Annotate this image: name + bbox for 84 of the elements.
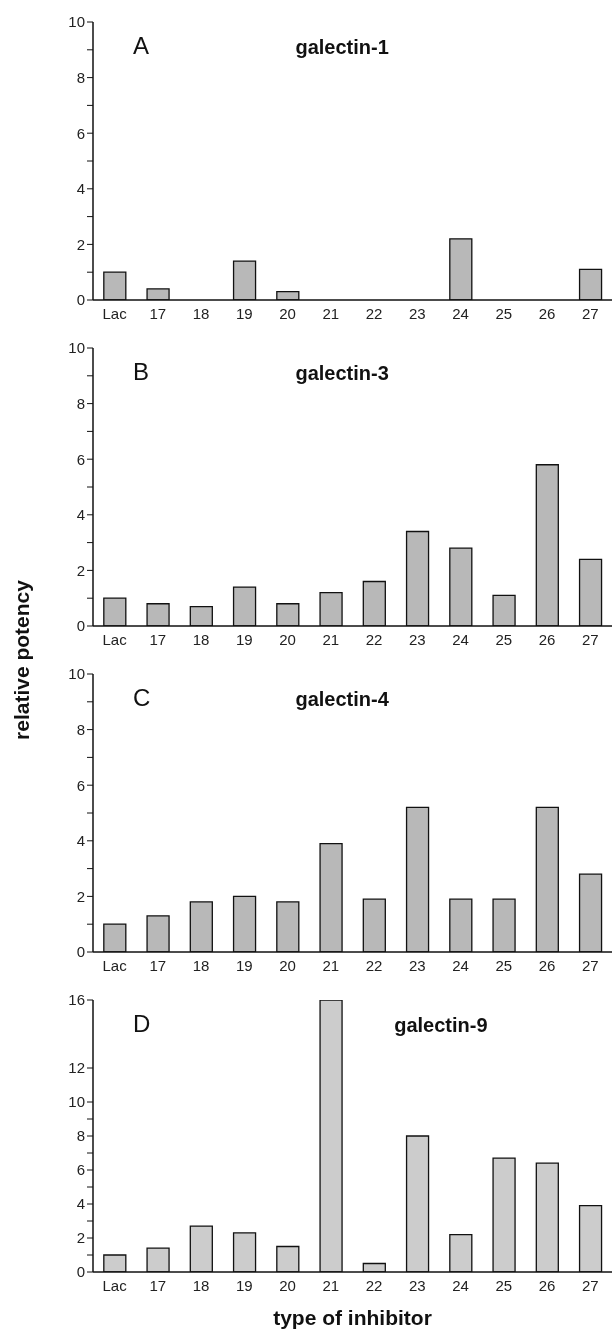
y-tick-label: 12: [68, 1059, 85, 1077]
y-tick-label: 16: [68, 991, 85, 1009]
x-tick-label: 26: [538, 304, 556, 322]
x-tick-label: 22: [365, 1276, 383, 1294]
x-tick-label: 25: [495, 304, 513, 322]
y-tick-label: 8: [76, 394, 85, 412]
y-tick-label: 0: [76, 617, 85, 635]
y-tick-label: 4: [76, 506, 85, 524]
x-tick-label: 20: [279, 1276, 296, 1294]
x-tick-label: 17: [149, 304, 167, 322]
text: galectin-9: [393, 1014, 489, 1037]
x-tick-label: 25: [495, 956, 513, 974]
x-tick-label: 27: [582, 956, 599, 974]
x-tick-label: 17: [149, 956, 167, 974]
x-tick-label: 25: [495, 630, 513, 648]
x-tick-label: 18: [192, 630, 210, 648]
x-tick-label: 19: [236, 956, 253, 974]
x-tick-label: 20: [279, 956, 296, 974]
y-tick-label: 4: [76, 832, 85, 850]
y-tick-label: 10: [68, 665, 85, 683]
x-tick-label: 22: [365, 630, 383, 648]
y-tick-label: 4: [76, 1195, 85, 1213]
x-tick-label: 21: [322, 630, 340, 648]
x-tick-label: 20: [279, 304, 296, 322]
y-tick-label: 8: [76, 68, 85, 86]
x-tick-label: 22: [365, 304, 383, 322]
x-tick-label: 18: [192, 304, 210, 322]
x-tick-label: 21: [322, 1276, 340, 1294]
y-tick-label: 6: [76, 124, 85, 142]
y-axis-title: relative potency: [10, 580, 34, 740]
x-tick-label: 23: [409, 1276, 426, 1294]
y-tick-label: 0: [76, 1263, 85, 1281]
text: galectin-4: [294, 688, 390, 711]
y-tick-label: 8: [76, 720, 85, 738]
x-tick-label: 24: [452, 630, 469, 648]
y-tick-label: 0: [76, 291, 85, 309]
annotation: C: [133, 684, 151, 712]
annotation: A: [133, 32, 150, 60]
x-tick-label: 20: [279, 630, 296, 648]
x-tick-label: 26: [538, 956, 556, 974]
x-tick-label: 23: [409, 630, 426, 648]
x-tick-label: 25: [495, 1276, 513, 1294]
y-tick-label: 10: [68, 13, 85, 31]
x-tick-label: 19: [236, 304, 253, 322]
x-tick-label: 19: [236, 1276, 253, 1294]
x-tick-label: 23: [409, 956, 426, 974]
x-tick-label: 18: [192, 956, 210, 974]
y-tick-label: 8: [76, 1127, 85, 1145]
x-tick-label: 27: [582, 1276, 599, 1294]
y-tick-label: 6: [76, 776, 85, 794]
x-tick-label: 17: [149, 1276, 167, 1294]
annotation: D: [133, 1010, 151, 1038]
y-tick-label: 0: [76, 943, 85, 961]
x-tick-label: 23: [409, 304, 426, 322]
x-tick-label: 19: [236, 630, 253, 648]
x-tick-label: 18: [192, 1276, 210, 1294]
y-tick-label: 2: [76, 561, 85, 579]
x-tick-label: 21: [322, 956, 340, 974]
y-tick-label: 6: [76, 450, 85, 468]
y-tick-label: 2: [76, 1229, 85, 1247]
y-tick-label: 10: [68, 1093, 85, 1111]
y-tick-label: 4: [76, 180, 85, 198]
x-tick-label: 27: [582, 304, 599, 322]
x-tick-label: 26: [538, 630, 556, 648]
x-tick-label: 21: [322, 304, 340, 322]
x-tick-label: 17: [149, 630, 167, 648]
y-tick-label: 10: [68, 339, 85, 357]
x-tick-label: 24: [452, 956, 469, 974]
text: galectin-1: [294, 36, 390, 59]
x-tick-label: 27: [582, 630, 599, 648]
x-tick-label: Lac: [102, 630, 128, 648]
y-tick-label: 2: [76, 235, 85, 253]
x-tick-label: Lac: [102, 956, 128, 974]
x-tick-label: 22: [365, 956, 383, 974]
y-tick-label: 2: [76, 887, 85, 905]
x-axis-title: type of inhibitor: [272, 1306, 433, 1330]
x-tick-label: 26: [538, 1276, 556, 1294]
x-tick-label: 24: [452, 1276, 469, 1294]
x-tick-label: Lac: [102, 1276, 128, 1294]
x-tick-label: Lac: [102, 304, 128, 322]
text: galectin-3: [294, 362, 390, 385]
y-tick-label: 6: [76, 1161, 85, 1179]
annotation: B: [133, 358, 150, 386]
x-tick-label: 24: [452, 304, 469, 322]
